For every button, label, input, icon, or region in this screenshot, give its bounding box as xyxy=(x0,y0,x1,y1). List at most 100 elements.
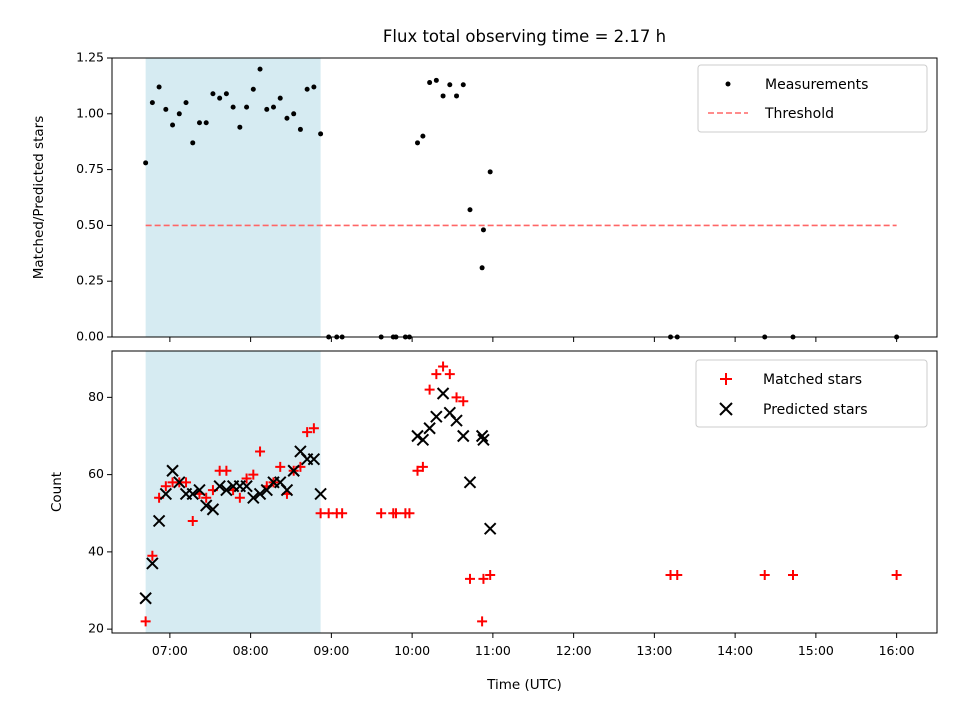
measurements-point xyxy=(297,126,303,132)
measurements-point xyxy=(196,120,202,126)
matched-stars-point xyxy=(255,446,266,457)
matched-stars-point xyxy=(672,570,683,581)
measurements-point xyxy=(311,84,317,90)
measurements-point xyxy=(415,140,421,146)
x-tick-label: 15:00 xyxy=(798,643,834,658)
y-tick-label: 0.25 xyxy=(76,273,104,288)
predicted-stars-point xyxy=(253,487,267,501)
top-y-axis-label: Matched/Predicted stars xyxy=(31,116,47,279)
predicted-stars-point xyxy=(287,464,300,477)
x-tick-label: 09:00 xyxy=(313,643,349,658)
x-tick-label: 14:00 xyxy=(717,643,753,658)
top-legend-box xyxy=(697,64,928,133)
measurements-point xyxy=(170,122,176,128)
y-tick-label: 60 xyxy=(88,466,104,481)
x-tick-label: 08:00 xyxy=(233,643,269,658)
measurements-point xyxy=(479,265,485,271)
measurements-point xyxy=(447,82,453,88)
predicted-stars-point xyxy=(463,476,477,489)
measurements-point xyxy=(143,160,149,166)
measurements-point xyxy=(271,104,277,110)
y-tick-label: 80 xyxy=(88,389,104,404)
measurements-point xyxy=(460,82,466,88)
matched-stars-point xyxy=(160,481,171,492)
top-shaded-interval xyxy=(145,58,321,337)
matched-stars-point xyxy=(404,508,415,519)
x-tick-label: 10:00 xyxy=(394,643,430,658)
measurements-point xyxy=(257,66,263,72)
predicted-stars-point xyxy=(450,414,463,427)
legend-marker-measurements xyxy=(725,81,731,87)
matched-stars-point xyxy=(424,384,435,395)
predicted-stars-point xyxy=(152,514,166,528)
matched-stars-point xyxy=(234,492,245,503)
predicted-stars-point xyxy=(457,429,470,443)
y-tick-label: 0.75 xyxy=(76,161,104,176)
predicted-stars-point xyxy=(220,483,233,497)
matched-stars-point xyxy=(431,369,442,380)
matched-stars-point xyxy=(390,508,401,519)
matched-stars-point xyxy=(337,508,348,519)
x-tick-label: 11:00 xyxy=(475,643,511,658)
legend-marker-predicted-stars xyxy=(719,402,733,416)
measurements-point xyxy=(318,131,324,137)
top-panel: 0.00 0.25 0.50 0.75 1.00 1.25 Flux total obse… xyxy=(31,27,938,344)
measurements-point xyxy=(277,95,283,101)
legend-label-threshold: Threshold xyxy=(764,106,834,122)
matched-stars-point xyxy=(444,369,455,380)
predicted-stars-point xyxy=(186,487,199,501)
matched-stars-point xyxy=(438,361,449,372)
predicted-stars-point xyxy=(280,483,294,497)
y-tick-label: 40 xyxy=(88,543,104,558)
matched-stars-point xyxy=(478,573,489,584)
predicted-stars-point xyxy=(411,429,424,443)
measurements-point xyxy=(420,133,426,139)
legend-label-matched-stars: Matched stars xyxy=(763,372,862,388)
measurements-point xyxy=(433,77,439,83)
measurements-point xyxy=(291,111,297,117)
x-tick-label: 12:00 xyxy=(556,643,592,658)
y-tick-label: 20 xyxy=(88,621,104,636)
top-x-ticks xyxy=(169,337,898,342)
measurements-point xyxy=(203,120,209,126)
matched-stars-point xyxy=(302,427,313,438)
measurements-point xyxy=(230,104,236,110)
predicted-stars-point xyxy=(146,557,159,570)
matched-stars-point xyxy=(759,570,770,581)
bottom-marks xyxy=(139,361,902,627)
predicted-stars-point xyxy=(416,433,430,447)
predicted-stars-point xyxy=(314,487,327,501)
predicted-stars-point xyxy=(193,483,206,497)
predicted-stars-point xyxy=(166,464,179,477)
matched-stars-point xyxy=(477,616,488,627)
y-tick-label: 1.00 xyxy=(76,105,104,120)
matched-stars-point xyxy=(181,477,192,488)
measurements-point xyxy=(427,80,433,86)
predicted-stars-point xyxy=(475,429,489,443)
matched-stars-point xyxy=(147,550,158,561)
top-axes-frame xyxy=(111,57,938,338)
y-tick-label: 0.00 xyxy=(76,329,104,344)
measurements-point xyxy=(176,111,182,117)
predicted-stars-point xyxy=(200,499,213,512)
matched-stars-point xyxy=(417,461,428,472)
chart-title: Flux total observing time = 2.17 h xyxy=(383,27,666,46)
top-y-ticks: 0.00 0.25 0.50 0.75 1.00 1.25 xyxy=(76,50,112,344)
matched-stars-point xyxy=(412,465,423,476)
measurements-point xyxy=(217,95,223,101)
predicted-stars-point xyxy=(139,592,152,605)
bottom-y-ticks: 20 40 60 80 xyxy=(88,389,112,636)
bottom-axes-frame xyxy=(111,350,938,634)
measurements-point xyxy=(440,93,446,99)
matched-stars-point xyxy=(201,492,212,503)
measurements-point xyxy=(163,106,169,112)
bottom-legend-box xyxy=(695,359,928,428)
matched-stars-point xyxy=(458,396,469,407)
measurements-point xyxy=(223,91,229,97)
measurements-point xyxy=(264,106,270,112)
measurements-point xyxy=(156,84,162,90)
bottom-panel: 20 40 60 80 07:00 08:00 09:00 10:00 11:00 12:00 1… xyxy=(49,350,938,693)
measurements-point xyxy=(304,86,310,92)
measurements-point xyxy=(210,91,216,97)
predicted-stars-point xyxy=(173,476,186,489)
